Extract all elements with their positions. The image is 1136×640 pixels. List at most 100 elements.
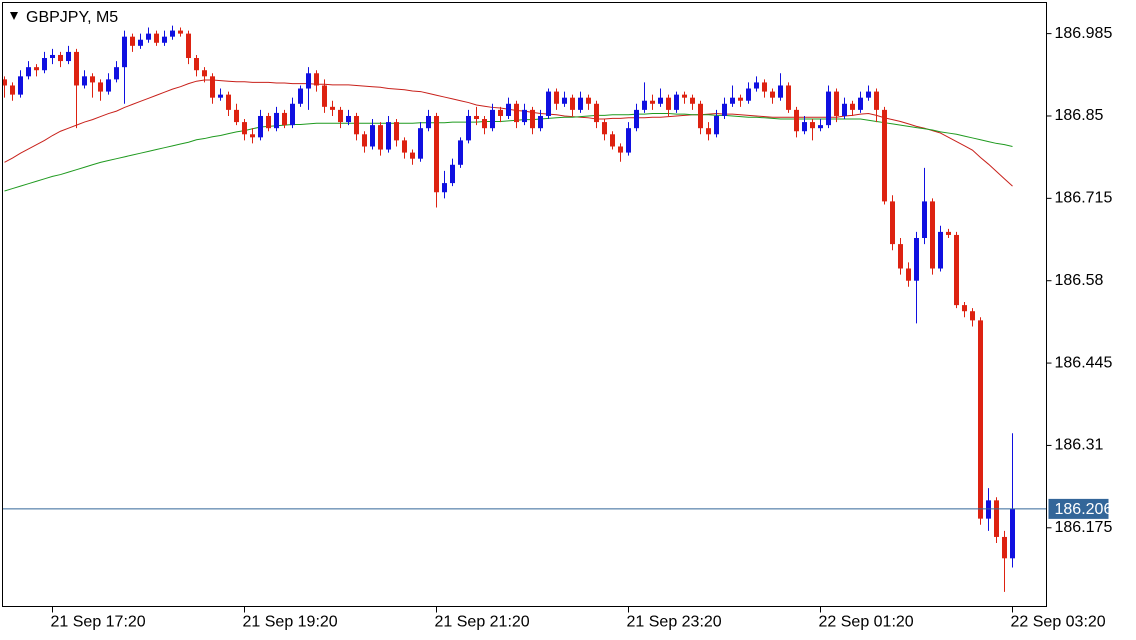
candle-body	[26, 67, 31, 77]
candle-body	[962, 305, 967, 312]
candle-body	[242, 122, 247, 135]
candle-body	[730, 97, 735, 104]
candle-body	[2, 79, 7, 86]
candle-body	[306, 73, 311, 89]
y-tick-label: 186.85	[1055, 107, 1104, 124]
candle-body	[50, 54, 55, 59]
candle-body	[786, 85, 791, 110]
candle-body	[346, 115, 351, 123]
candle-body	[706, 128, 711, 135]
price-label: 186.206	[1055, 501, 1113, 518]
candle-body	[794, 109, 799, 132]
x-tick-label: 21 Sep 23:20	[627, 614, 722, 631]
candle-body	[410, 152, 415, 159]
candle-body	[266, 115, 271, 129]
plot-frame	[2, 2, 1047, 607]
candle-body	[930, 201, 935, 269]
candle-body	[722, 103, 727, 116]
candle-body	[1010, 508, 1015, 559]
candle-body	[122, 36, 127, 68]
candle-body	[218, 94, 223, 98]
candle-body	[658, 97, 663, 104]
candle-body	[314, 73, 319, 86]
candle-body	[866, 91, 871, 98]
candle-body	[394, 122, 399, 141]
candle-body	[906, 268, 911, 281]
candle-body	[338, 109, 343, 123]
candle-body	[674, 94, 679, 110]
candle-body	[890, 201, 895, 245]
candle-body	[298, 88, 303, 104]
title-arrow[interactable]	[10, 12, 18, 20]
candle-body	[810, 122, 815, 129]
candle-body	[562, 97, 567, 104]
candle-body	[170, 30, 175, 37]
candle-body	[858, 97, 863, 110]
candle-body	[258, 115, 263, 138]
candle-body	[778, 85, 783, 98]
candle-body	[802, 122, 807, 132]
x-tick-label: 22 Sep 01:20	[819, 614, 914, 631]
candle-body	[666, 97, 671, 110]
price-label-box	[1048, 498, 1109, 519]
candle-body	[554, 91, 559, 104]
candle-body	[834, 91, 839, 116]
chart-title: GBPJPY, M5	[26, 9, 118, 26]
candle-body	[738, 97, 743, 101]
candle-body	[850, 103, 855, 110]
candle-body	[826, 91, 831, 126]
candle-body	[586, 97, 591, 104]
candle-body	[98, 82, 103, 92]
candle-body	[746, 88, 751, 101]
candle-body	[74, 51, 79, 86]
candle-body	[418, 128, 423, 159]
candle-body	[10, 85, 15, 95]
candle-body	[498, 109, 503, 116]
candle-body	[106, 79, 111, 92]
x-tick-label: 21 Sep 21:20	[435, 614, 530, 631]
candle-body	[34, 67, 39, 71]
plot-area	[2, 25, 1047, 592]
moving-average-line	[4, 113, 1013, 192]
candle-body	[322, 85, 327, 107]
y-tick-label: 186.31	[1055, 437, 1104, 454]
y-tick-label: 186.715	[1055, 190, 1113, 207]
candle-body	[66, 51, 71, 62]
candle-body	[354, 115, 359, 135]
candle-body	[274, 112, 279, 129]
x-tick-label: 22 Sep 03:20	[1011, 614, 1106, 631]
candle-body	[58, 54, 63, 62]
candle-body	[842, 103, 847, 116]
candle-body	[698, 103, 703, 129]
candle-body	[90, 76, 95, 83]
candle-body	[362, 134, 367, 147]
candle-body	[618, 146, 623, 153]
candle-body	[466, 115, 471, 141]
candle-body	[978, 320, 983, 519]
candle-body	[250, 134, 255, 138]
candle-body	[970, 311, 975, 321]
candle-body	[282, 112, 287, 126]
y-tick-label: 186.58	[1055, 272, 1104, 289]
candle-body	[42, 58, 47, 71]
candle-body	[442, 183, 447, 193]
candle-body	[634, 109, 639, 129]
candle-body	[602, 122, 607, 135]
candle-body	[450, 164, 455, 184]
candle-body	[194, 58, 199, 71]
candle-body	[18, 76, 23, 95]
candle-body	[818, 125, 823, 129]
candle-body	[922, 201, 927, 238]
candle-body	[682, 94, 687, 98]
y-tick-label: 186.985	[1055, 25, 1113, 42]
candle-body	[514, 103, 519, 123]
candle-body	[146, 33, 151, 40]
x-tick-label: 21 Sep 17:20	[51, 614, 146, 631]
candle-body	[474, 115, 479, 120]
candle-body	[770, 91, 775, 98]
candle-body	[130, 36, 135, 46]
candle-body	[378, 125, 383, 150]
